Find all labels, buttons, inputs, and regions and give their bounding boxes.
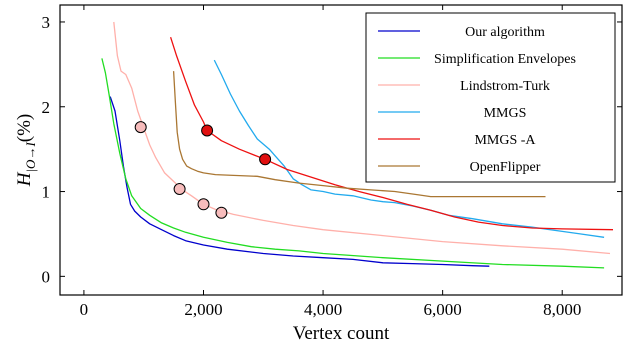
- series-layer: [101, 21, 614, 269]
- y-tick-label: 3: [42, 13, 51, 32]
- series-line-openflipper: [172, 71, 546, 198]
- marker-lindstrom-turk-4: [215, 206, 228, 219]
- legend-label-mmgs-a: MMGS -A: [474, 133, 536, 148]
- legend-items: Our algorithm Simplification Envelopes Lin…: [378, 25, 576, 175]
- legend-label-lindstrom-turk: Lindstrom-Turk: [460, 79, 550, 94]
- axis-layer: 0 2,000 4,000 6,000 8,000 0 1 2 3: [42, 5, 622, 319]
- x-tick-label: 6,000: [424, 300, 462, 319]
- series-line-simplification-envelopes: [101, 58, 605, 269]
- x-tick-label: 0: [80, 300, 89, 319]
- x-tick-label: 8,000: [543, 300, 581, 319]
- series-line-mmgs-a: [169, 37, 614, 231]
- marker-layer: [134, 121, 272, 219]
- legend-box: [365, 12, 616, 183]
- marker-lindstrom-turk-1: [134, 121, 147, 134]
- series-line-lindstrom-turk: [113, 21, 611, 255]
- x-tick-label: 2,000: [184, 300, 222, 319]
- legend-label-our-algorithm: Our algorithm: [465, 25, 545, 40]
- marker-mmgs-a-2: [259, 153, 272, 166]
- y-axis-title-subscript: |O→I: [23, 142, 38, 173]
- legend-label-mmgs: MMGS: [484, 106, 527, 121]
- series-line-mmgs: [213, 59, 605, 238]
- plot-frame: [59, 4, 623, 296]
- marker-lindstrom-turk-3: [197, 198, 210, 211]
- y-tick-label: 2: [42, 98, 51, 117]
- x-tick-label: 4,000: [304, 300, 342, 319]
- legend-label-simplification-envelopes: Simplification Envelopes: [434, 52, 576, 67]
- y-tick-label: 1: [42, 183, 51, 202]
- marker-mmgs-a-1: [201, 124, 214, 137]
- y-axis-title-main: H: [14, 171, 35, 187]
- legend-label-openflipper: OpenFlipper: [470, 160, 541, 175]
- marker-lindstrom-turk-2: [173, 183, 186, 195]
- y-axis-title: H|O→I(%): [14, 114, 38, 188]
- legend: Our algorithm Simplification Envelopes Lin…: [365, 12, 616, 183]
- y-tick-label: 0: [42, 267, 51, 286]
- y-axis-title-suffix: (%): [14, 114, 35, 142]
- x-axis-title: Vertex count: [293, 323, 390, 344]
